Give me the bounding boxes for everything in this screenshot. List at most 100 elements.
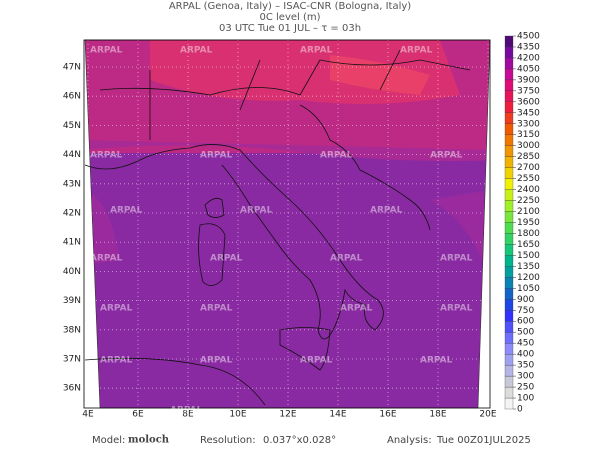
watermark: ARPAL <box>100 356 133 366</box>
colorbar-swatch <box>504 375 514 388</box>
colorbar-label: 400 <box>517 350 534 360</box>
coastlines <box>84 49 471 406</box>
colorbar-swatch <box>504 101 514 113</box>
colorbar-label: 2400 <box>517 185 540 195</box>
colorbar-label: 2250 <box>517 196 540 206</box>
colorbar-swatch <box>504 353 514 366</box>
colorbar-label: 100 <box>517 394 534 404</box>
colorbar-label: 300 <box>517 372 534 382</box>
colorbar-label: 2100 <box>517 207 540 217</box>
watermark: ARPAL <box>440 304 473 314</box>
colorbar-label: 750 <box>517 306 534 316</box>
watermark: ARPAL <box>300 356 333 366</box>
colorbar-swatch <box>504 57 514 70</box>
lat-label: 41N <box>63 238 81 248</box>
analysis-label: Analysis: <box>387 435 432 446</box>
colorbar-label: 3150 <box>517 130 540 140</box>
lon-label: 10E <box>229 410 246 420</box>
watermark: ARPAL <box>200 304 233 314</box>
watermark: ARPAL <box>320 151 353 161</box>
watermark: ARPAL <box>90 151 123 161</box>
watermark: ARPAL <box>170 406 203 416</box>
colorbar-label: 3900 <box>517 75 540 85</box>
colorbar-label: 1950 <box>517 218 540 228</box>
colorbar-swatch <box>504 134 514 146</box>
colorbar-label: 0 <box>517 405 523 415</box>
colorbar-swatch <box>504 288 514 300</box>
lon-label: 6E <box>132 410 144 420</box>
colorbar-swatch <box>504 321 514 333</box>
colorbar-swatch <box>504 167 514 179</box>
colorbar-swatch <box>504 90 514 102</box>
lon-label: 12E <box>279 410 296 420</box>
analysis: Tue 00Z01JUL2025 <box>436 435 531 446</box>
lat-label: 42N <box>63 209 81 219</box>
watermark: ARPAL <box>200 151 233 161</box>
colorbar-swatch <box>504 68 514 81</box>
watermark: ARPAL <box>340 304 373 314</box>
lat-label: 47N <box>63 63 81 73</box>
colorbar-swatch <box>504 244 514 256</box>
colorbar-label: 900 <box>517 295 534 305</box>
colorbar-label: 1800 <box>517 229 540 239</box>
colorbar-label: 2700 <box>517 163 540 173</box>
watermark: ARPAL <box>110 206 143 216</box>
colorbar-swatch <box>504 211 514 223</box>
watermark: ARPAL <box>90 46 123 56</box>
colorbar-swatch <box>504 277 514 289</box>
colorbar-label: 1500 <box>517 251 540 261</box>
colorbar-label: 2850 <box>517 152 540 162</box>
lat-label: 45N <box>63 121 81 131</box>
colorbar-swatch <box>504 145 514 157</box>
lat-label: 38N <box>63 325 81 335</box>
colorbar-label: 3300 <box>517 119 540 129</box>
colorbar-swatch <box>504 200 514 212</box>
axis-labels: 47N 46N 45N 44N 43N 42N 41N 40N 39N 38N 37N 36N 4E 6E… <box>63 63 497 420</box>
resolution-label: Resolution: <box>200 435 256 446</box>
lon-label: 16E <box>379 410 396 420</box>
watermark: ARPAL <box>330 254 363 264</box>
colorbar-swatch <box>504 343 514 355</box>
colorbar-swatch <box>504 397 514 410</box>
watermark: ARPAL <box>210 254 243 264</box>
colorbar-swatch <box>504 364 514 377</box>
map-field <box>85 40 490 408</box>
colorbar-label: 1050 <box>517 284 540 294</box>
colorbar-label: 3000 <box>517 141 540 151</box>
watermark: ARPAL <box>90 254 123 264</box>
colorbar-label: 450 <box>517 339 534 349</box>
colorbar-swatch <box>504 156 514 168</box>
colorbar-label: 4500 <box>517 32 540 42</box>
map-frame <box>83 39 491 409</box>
lat-label: 37N <box>63 355 81 365</box>
lon-label: 20E <box>479 410 496 420</box>
header-line1: ARPAL (Genoa, Italy) – ISAC-CNR (Bologna… <box>169 1 411 12</box>
watermarks: ARPAL ARPAL ARPAL ARPAL ARPAL ARPAL ARPAL ARPAL… <box>90 46 473 416</box>
colorbar-label: 1200 <box>517 273 540 283</box>
lat-label: 44N <box>63 150 81 160</box>
colorbar-label: 4200 <box>517 53 540 63</box>
colorbar-label: 4350 <box>517 42 540 52</box>
header-line3: 03 UTC Tue 01 JUL – τ = 03h <box>219 23 361 34</box>
watermark: ARPAL <box>180 46 213 56</box>
colorbar-swatch <box>504 332 514 344</box>
colorbar-swatch <box>504 386 514 399</box>
watermark: ARPAL <box>240 206 273 216</box>
colorbar-swatch <box>504 266 514 278</box>
colorbar-swatch <box>504 299 514 311</box>
colorbar: 0100250300350400450500600750900105012001… <box>504 32 540 415</box>
resolution: 0.037°x0.028° <box>263 435 336 446</box>
watermark: ARPAL <box>300 46 333 56</box>
colorbar-swatch <box>504 222 514 234</box>
colorbar-label: 600 <box>517 317 534 327</box>
watermark: ARPAL <box>440 254 473 264</box>
colorbar-swatch <box>504 255 514 267</box>
colorbar-label: 3600 <box>517 97 540 107</box>
colorbar-label: 2550 <box>517 174 540 184</box>
lon-label: 18E <box>429 410 446 420</box>
colorbar-swatch <box>504 79 514 92</box>
lat-label: 36N <box>63 384 81 394</box>
colorbar-label: 4050 <box>517 64 540 74</box>
colorbar-label: 250 <box>517 383 534 393</box>
